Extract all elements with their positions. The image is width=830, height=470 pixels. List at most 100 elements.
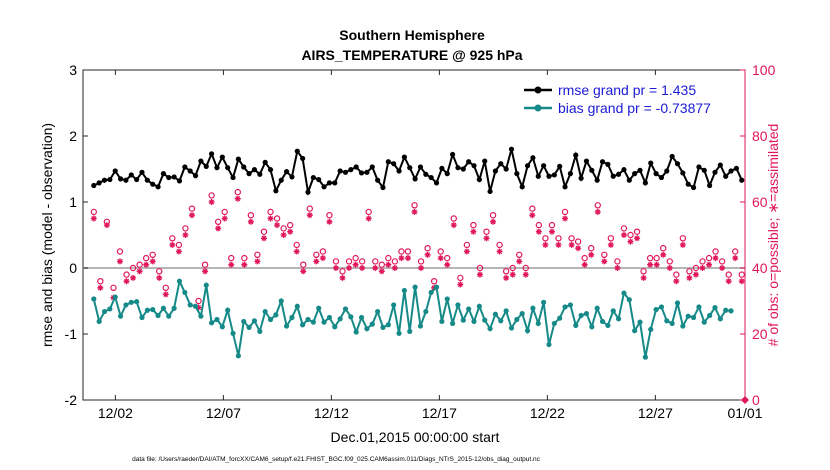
obs-assimilated-marker <box>359 265 366 271</box>
obs-assimilated-marker <box>215 225 222 232</box>
obs-assimilated-marker <box>202 268 209 275</box>
obs-possible-marker <box>417 258 425 265</box>
obs-assimilated-marker <box>483 235 490 242</box>
rmse-point <box>160 171 167 177</box>
rmse-point <box>192 173 199 179</box>
bias-point <box>455 302 461 308</box>
bias-point <box>524 328 531 334</box>
y-axis-right-label: # of obs: o=possible; ∗=assimilated <box>765 124 781 347</box>
bias-point <box>219 324 225 330</box>
bias-point <box>449 320 456 327</box>
obs-possible-marker <box>313 251 320 258</box>
bias-point <box>214 316 220 323</box>
y-left-tick-label: 2 <box>69 128 77 144</box>
bias-point <box>723 307 729 313</box>
rmse-point <box>214 165 220 171</box>
bias-point <box>482 317 488 323</box>
rmse-point <box>144 177 150 183</box>
rmse-point <box>541 163 547 169</box>
rmse-point <box>658 174 665 181</box>
bias-point <box>717 316 723 322</box>
bias-point <box>669 320 675 327</box>
rmse-point <box>348 167 354 173</box>
obs-assimilated-marker <box>686 274 693 281</box>
obs-assimilated-marker <box>260 235 267 242</box>
obs-possible-marker <box>699 258 706 265</box>
y-right-tick-label: 0 <box>752 392 760 408</box>
obs-possible-marker <box>437 248 444 255</box>
obs-possible-marker <box>502 268 510 275</box>
bias-point <box>246 324 252 330</box>
bias-point <box>407 328 413 334</box>
obs-possible-marker <box>136 261 143 268</box>
rmse-point <box>594 177 600 183</box>
obs-assimilated-marker <box>548 228 555 235</box>
obs-assimilated-marker <box>660 251 667 258</box>
obs-assimilated-marker <box>123 278 130 285</box>
bias-point <box>508 325 515 331</box>
rmse-point <box>230 174 236 181</box>
bias-series <box>91 278 734 360</box>
bias-point <box>171 305 177 311</box>
bias-point <box>187 302 193 308</box>
rmse-point <box>685 181 691 187</box>
rmse-point <box>498 161 504 167</box>
obs-possible-marker <box>509 264 516 272</box>
bias-point <box>385 322 391 328</box>
bias-point <box>144 307 150 313</box>
obs-assimilated-marker <box>627 238 634 245</box>
obs-assimilated-marker <box>712 255 719 262</box>
obs-possible-marker <box>588 244 595 252</box>
obs-assimilated-marker <box>706 261 713 268</box>
obs-assimilated-marker <box>647 261 654 268</box>
rmse-point <box>557 163 563 169</box>
rmse-point <box>134 176 140 183</box>
obs-possible-marker <box>326 211 333 219</box>
obs-assimilated-marker <box>136 268 143 275</box>
obs-possible-marker <box>457 274 464 282</box>
bias-point <box>653 306 659 313</box>
bias-point <box>283 323 290 329</box>
obs-possible-marker <box>666 258 673 265</box>
obs-possible-marker <box>516 251 523 258</box>
bias-point <box>262 308 268 315</box>
obs-possible-marker <box>633 228 641 235</box>
obs-assimilated-marker <box>516 258 523 265</box>
bias-point <box>530 305 536 311</box>
obs-possible-marker <box>673 271 680 278</box>
obs-assimilated-marker <box>457 281 464 288</box>
bias-point <box>91 296 97 302</box>
y-left-tick-label: 1 <box>69 194 77 210</box>
obs-possible-marker <box>300 261 307 268</box>
y-right-zero-marker <box>741 396 749 404</box>
rmse-point <box>380 184 386 191</box>
bias-point <box>348 314 354 320</box>
bias-point <box>535 320 541 327</box>
bias-point <box>96 318 102 325</box>
obs-possible-marker <box>712 248 719 255</box>
rmse-point <box>455 165 461 171</box>
rmse-point <box>117 176 124 182</box>
obs-possible-marker <box>614 258 621 265</box>
rmse-point <box>610 173 616 179</box>
obs-possible-marker <box>149 251 156 258</box>
rmse-point <box>342 169 349 175</box>
obs-assimilated-marker <box>418 265 425 271</box>
obs-possible-marker <box>352 254 359 262</box>
rmse-point <box>637 167 643 173</box>
obs-layer <box>90 188 745 311</box>
obs-assimilated-marker <box>490 218 497 225</box>
obs-assimilated-marker <box>725 278 732 285</box>
obs-assimilated-marker <box>463 248 470 255</box>
obs-assimilated-marker <box>529 212 536 219</box>
bias-point <box>696 304 702 310</box>
rmse-point <box>449 151 456 158</box>
obs-possible-marker <box>529 205 536 212</box>
rmse-point <box>267 167 274 173</box>
bias-point <box>621 290 627 296</box>
obs-possible-marker <box>430 278 438 285</box>
obs-assimilated-marker <box>391 265 398 271</box>
rmse-point <box>417 164 424 170</box>
legend-bias-text: bias grand pr = -0.73877 <box>558 100 711 116</box>
obs-possible-marker <box>404 248 412 255</box>
